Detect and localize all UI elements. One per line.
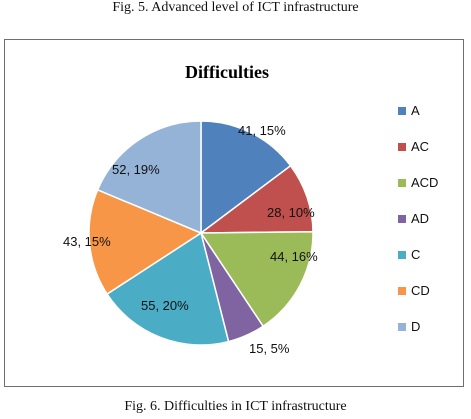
legend-label-ac: AC <box>411 139 429 154</box>
chart-frame: Difficulties 41, 15% 28, 10% 44, 16% 15, 5%… <box>4 39 464 387</box>
legend-swatch-a <box>398 107 406 115</box>
pie-slice-a <box>200 120 292 235</box>
legend-label-ad: AD <box>411 211 429 226</box>
pie-slice-acd <box>199 230 314 328</box>
pie-slices <box>88 120 314 346</box>
slice-label-d: 52, 19% <box>112 162 160 177</box>
legend-swatch-acd <box>398 179 406 187</box>
slice-label-acd: 44, 16% <box>270 249 318 264</box>
pie-slice-cd <box>88 188 203 296</box>
legend-label-acd: ACD <box>411 175 438 190</box>
pie-slice-ac <box>198 164 314 234</box>
slice-label-ad: 15, 5% <box>249 341 290 356</box>
legend: A AC ACD AD C CD D <box>398 103 438 334</box>
pie-slice-d <box>96 120 202 235</box>
figure-caption-bottom: Fig. 6. Difficulties in ICT infrastructu… <box>124 399 347 414</box>
legend-label-c: C <box>411 247 420 262</box>
legend-label-d: D <box>411 319 420 334</box>
legend-swatch-ad <box>398 215 406 223</box>
chart-title: Difficulties <box>185 62 269 82</box>
slice-label-a: 41, 15% <box>238 123 286 138</box>
legend-swatch-ac <box>398 143 406 151</box>
pie-chart: Difficulties 41, 15% 28, 10% 44, 16% 15, 5%… <box>63 62 438 356</box>
legend-swatch-d <box>398 323 406 331</box>
pie-slice-labels: 41, 15% 28, 10% 44, 16% 15, 5% 55, 20% 43, 15… <box>63 123 318 356</box>
legend-swatch-cd <box>398 287 406 295</box>
slice-label-c: 55, 20% <box>141 298 189 313</box>
slice-label-ac: 28, 10% <box>267 205 315 220</box>
legend-label-cd: CD <box>411 283 430 298</box>
legend-swatch-c <box>398 251 406 259</box>
pie-slice-c <box>106 231 230 346</box>
slice-label-cd: 43, 15% <box>63 234 111 249</box>
figure-caption-top: Fig. 5. Advanced level of ICT infrastruc… <box>112 0 359 15</box>
legend-label-a: A <box>411 103 420 118</box>
